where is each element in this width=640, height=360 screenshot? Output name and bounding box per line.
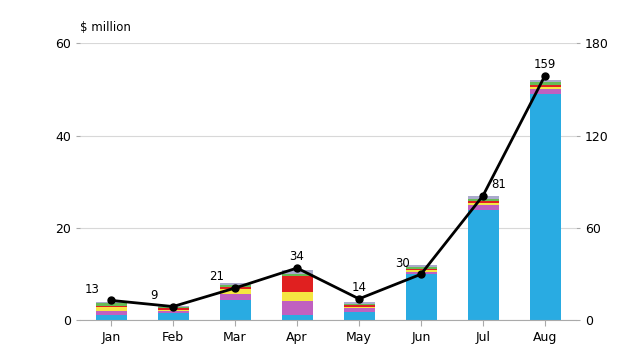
- Bar: [344, 312, 374, 320]
- Bar: [95, 311, 127, 315]
- Bar: [157, 310, 189, 311]
- Bar: [282, 270, 312, 274]
- Bar: [529, 85, 561, 87]
- Bar: [406, 272, 436, 274]
- Bar: [406, 274, 436, 320]
- Bar: [157, 306, 189, 307]
- Bar: [220, 285, 250, 287]
- MW: [231, 286, 239, 290]
- MW: [169, 305, 177, 309]
- Text: 13: 13: [85, 283, 100, 296]
- Bar: [157, 314, 189, 320]
- Bar: [467, 203, 499, 205]
- Bar: [95, 306, 127, 307]
- Bar: [95, 315, 127, 320]
- Bar: [220, 294, 250, 300]
- Text: 9: 9: [150, 289, 158, 302]
- Bar: [406, 265, 436, 267]
- Bar: [220, 300, 250, 320]
- Bar: [220, 288, 250, 294]
- MW: [355, 297, 363, 301]
- MW: [541, 73, 549, 78]
- Line: MW: MW: [108, 72, 548, 310]
- Bar: [467, 199, 499, 201]
- Bar: [344, 305, 374, 307]
- Text: 159: 159: [534, 58, 556, 71]
- Bar: [529, 89, 561, 94]
- Bar: [344, 309, 374, 312]
- Bar: [344, 307, 374, 309]
- MW: [107, 298, 115, 302]
- Bar: [344, 304, 374, 305]
- Bar: [529, 87, 561, 89]
- Bar: [157, 307, 189, 309]
- Bar: [282, 274, 312, 276]
- Bar: [157, 309, 189, 310]
- MW: [293, 266, 301, 270]
- Bar: [467, 201, 499, 203]
- Bar: [467, 196, 499, 199]
- Bar: [344, 302, 374, 304]
- Bar: [95, 307, 127, 311]
- Bar: [467, 205, 499, 210]
- Text: 81: 81: [491, 178, 506, 191]
- Bar: [282, 301, 312, 315]
- Text: 21: 21: [209, 270, 224, 283]
- Bar: [157, 311, 189, 314]
- Text: 14: 14: [351, 281, 367, 294]
- Bar: [529, 82, 561, 85]
- Text: 34: 34: [289, 251, 305, 264]
- Bar: [220, 283, 250, 285]
- Bar: [406, 270, 436, 272]
- Bar: [220, 287, 250, 288]
- MW: [479, 193, 487, 198]
- MW: [417, 272, 425, 276]
- Bar: [282, 292, 312, 301]
- Bar: [406, 267, 436, 269]
- Bar: [282, 315, 312, 320]
- Bar: [95, 302, 127, 303]
- Bar: [406, 269, 436, 270]
- Bar: [529, 94, 561, 320]
- Bar: [95, 303, 127, 306]
- Bar: [282, 276, 312, 292]
- Bar: [529, 80, 561, 82]
- Text: 30: 30: [395, 257, 410, 270]
- Text: $ million: $ million: [80, 21, 131, 34]
- Bar: [467, 210, 499, 320]
